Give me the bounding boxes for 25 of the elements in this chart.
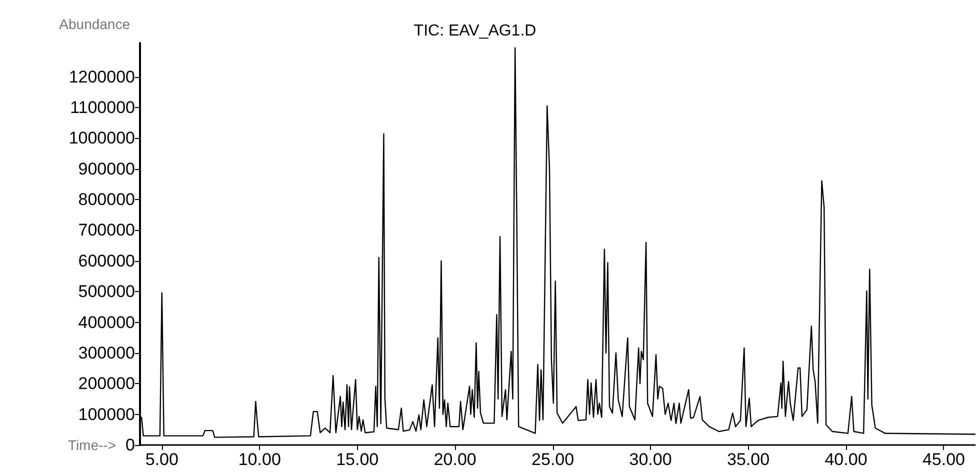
y-tick-label: 500000 bbox=[78, 282, 135, 302]
x-tick-label: 25.00 bbox=[532, 450, 574, 469]
x-tick-label: 15.00 bbox=[336, 450, 379, 469]
x-tick-label: 20.00 bbox=[434, 450, 476, 469]
x-tick-label: 5.00 bbox=[145, 450, 178, 469]
y-tick-label: 800000 bbox=[78, 190, 135, 210]
y-tick-label: 400000 bbox=[78, 312, 135, 332]
x-tick-label: 40.00 bbox=[824, 450, 868, 469]
y-tick-label: 0 bbox=[126, 436, 135, 454]
y-tick-label: 1000000 bbox=[68, 128, 135, 148]
y-tick-label: 700000 bbox=[78, 220, 135, 240]
y-tick-label: 900000 bbox=[78, 159, 135, 178]
x-axis-title: Time--> bbox=[68, 437, 116, 453]
x-tick-label: 35.00 bbox=[726, 450, 770, 469]
chart-title: TIC: EAV_AG1.D bbox=[414, 22, 536, 40]
x-tick-label: 10.00 bbox=[238, 450, 281, 469]
y-tick-label: 300000 bbox=[78, 343, 135, 362]
y-tick-label: 600000 bbox=[78, 251, 135, 270]
y-tick-label: 1200000 bbox=[68, 67, 135, 86]
y-tick-label: 1100000 bbox=[70, 98, 135, 117]
x-tick-label: 45.00 bbox=[922, 450, 965, 469]
y-tick-label: 200000 bbox=[78, 374, 135, 394]
y-tick-label: 100000 bbox=[78, 404, 135, 424]
y-axis-title: Abundance bbox=[59, 16, 130, 32]
x-tick-label: 30.00 bbox=[629, 450, 672, 469]
